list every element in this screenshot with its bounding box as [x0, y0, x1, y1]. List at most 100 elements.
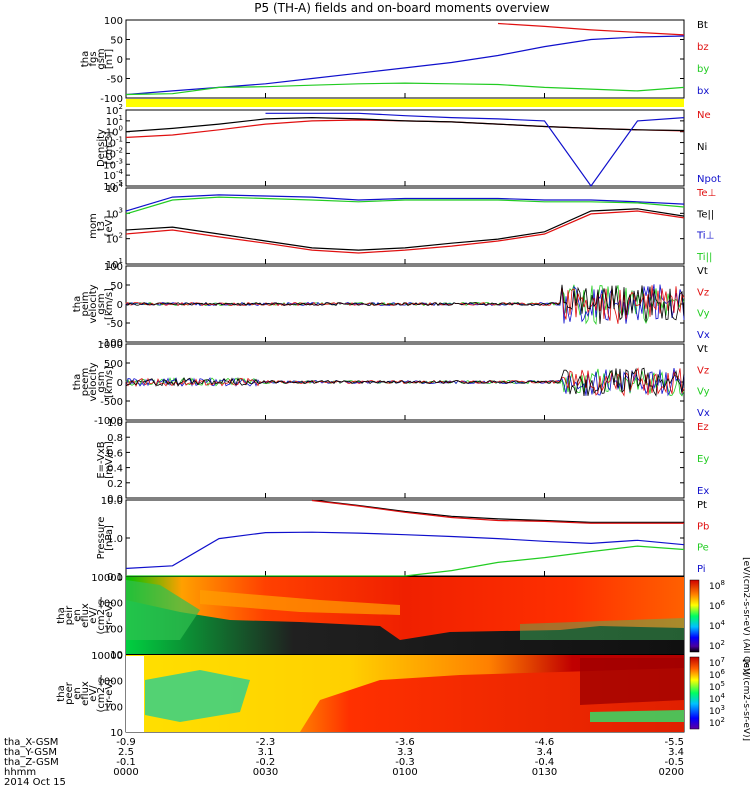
- y-axis-label: (cm2-s-: [96, 596, 107, 634]
- footer-value: -2.3: [256, 737, 276, 748]
- legend-entry: Vt: [697, 344, 708, 355]
- spectrogram-peer-upper-band: [126, 655, 684, 732]
- y-tick-label: -100: [100, 94, 123, 105]
- legend-entry: Ni: [697, 142, 707, 153]
- y-tick-label: 1.0: [107, 418, 123, 429]
- y-tick-label: 0.6: [107, 448, 123, 459]
- y-tick-label: 0.2: [107, 479, 123, 490]
- y-axis-label: [nPa]: [104, 525, 115, 551]
- footer-value: -0.4: [535, 757, 555, 768]
- series-line-red: [125, 210, 685, 254]
- footer-value: 3.4: [537, 747, 553, 758]
- y-axis-label: gsm: [96, 371, 107, 392]
- y-tick-label: 10000: [91, 573, 123, 584]
- legend-entry: Vx: [697, 408, 710, 419]
- footer-value: -0.9: [116, 737, 136, 748]
- y-tick-label: 1000: [98, 599, 123, 610]
- legend-entry: Vt: [697, 266, 708, 277]
- y-tick-label: 104: [106, 181, 124, 195]
- y-tick-label: -1000: [94, 416, 123, 427]
- footer-value: -0.1: [116, 757, 136, 768]
- colorbar-tick-label: 108: [709, 579, 725, 592]
- footer-value: -0.3: [395, 757, 415, 768]
- y-axis-label: [km/s]: [104, 288, 115, 320]
- series-line-red: [311, 499, 684, 524]
- panels: 100500-50-100thafgsgsm[nT]Btbzbybx102101…: [56, 16, 721, 739]
- y-axis-label: tha: [72, 296, 83, 312]
- legend-entry: Ez: [697, 422, 709, 433]
- velocity-trace: [125, 367, 685, 397]
- footer-value: 3.3: [397, 747, 413, 758]
- legend-entry: Npot: [697, 174, 721, 185]
- legend-entry: Vx: [697, 330, 710, 341]
- y-axis-label: tha: [56, 685, 67, 701]
- y-axis-label: peir: [64, 605, 75, 625]
- series-line-blue: [125, 35, 685, 96]
- panel-frame: [125, 19, 685, 99]
- y-tick-label: 1.0: [107, 534, 123, 545]
- footer-value: -4.6: [535, 737, 555, 748]
- y-axis-label: [km/s]: [104, 366, 115, 398]
- spectrogram-peir-green-tail: [520, 618, 684, 640]
- y-tick-label: 0: [117, 300, 123, 311]
- panel-density: 10210110010-110-210-310-410-5Density[cm-…: [96, 103, 721, 193]
- legend-entry: Ti||: [696, 252, 712, 263]
- panel-peem-velocity: 1000 500 0 -500 -1000 thapeemvelocitygsm[km/s…: [72, 340, 710, 427]
- y-axis-label: Density: [96, 129, 107, 167]
- spectrogram-peir-yellow-band: [200, 590, 400, 615]
- colorbar-peir: [689, 579, 700, 653]
- series-line-green: [125, 82, 685, 96]
- legend-entry: Ne: [697, 110, 711, 121]
- spectrogram-peer-green-low: [590, 710, 684, 722]
- legend-entry: Pi: [697, 564, 706, 575]
- footer-row-label: hhmm: [4, 767, 36, 778]
- y-tick-label: 1000: [98, 340, 123, 351]
- colorbar-tick-label: 104: [709, 619, 725, 632]
- spectrogram-peer: [126, 655, 684, 732]
- colorbar-tick-label: 102: [709, 716, 725, 729]
- series-line-green: [126, 545, 685, 577]
- y-axis-label: peim: [80, 291, 91, 316]
- y-axis-label: fgs: [88, 51, 99, 66]
- legend-entry: Te⊥: [696, 188, 716, 199]
- y-tick-label: 100: [104, 262, 123, 273]
- legend-entry: Pe: [697, 543, 709, 554]
- y-tick-label: 50: [110, 281, 123, 292]
- footer-value: 3.1: [258, 747, 274, 758]
- legend-entry: Pb: [697, 521, 709, 532]
- legend-entry: Vz: [697, 365, 709, 376]
- y-axis-label: eV/: [88, 607, 99, 624]
- legend-entry: Ex: [697, 486, 709, 497]
- y-tick-label: 10: [110, 728, 123, 739]
- series-line-red: [497, 22, 685, 36]
- y-axis-label: [mV/m]: [104, 441, 115, 479]
- y-tick-label: 100: [104, 16, 123, 27]
- footer-row-label: 2014 Oct 15: [4, 777, 66, 788]
- footer-value: 2.5: [118, 747, 134, 758]
- y-tick-label: 10.0: [101, 496, 123, 507]
- y-tick-label: 10000: [91, 651, 123, 662]
- y-axis-label: sr-eV): [104, 679, 115, 708]
- status-bar-yellow: [126, 99, 684, 107]
- y-tick-label: -50: [107, 319, 123, 330]
- colorbar-peer-label: [eV/(cm2-s-sr-eV)]: [741, 659, 750, 741]
- footer-value: 0130: [532, 767, 557, 778]
- y-axis-label: gsm: [96, 48, 107, 69]
- y-tick-label: -50: [107, 75, 123, 86]
- legend-entry: Vy: [697, 387, 710, 398]
- y-axis-label: t3: [96, 221, 107, 231]
- footer-row-label: tha_Z-GSM: [4, 757, 59, 768]
- legend-entry: Pt: [697, 500, 707, 511]
- series-line-black: [125, 208, 685, 251]
- y-axis-label: [cm-3]: [104, 131, 115, 164]
- y-axis-label: eV/: [88, 685, 99, 702]
- y-tick-label: -100: [100, 338, 123, 349]
- velocity-trace: [125, 368, 685, 397]
- legend-entry: Te||: [696, 209, 714, 220]
- y-axis-label: eflux: [80, 603, 91, 628]
- y-axis-label: mom: [88, 213, 99, 239]
- y-axis-label: eflux: [80, 681, 91, 706]
- legend-entry: by: [697, 64, 709, 75]
